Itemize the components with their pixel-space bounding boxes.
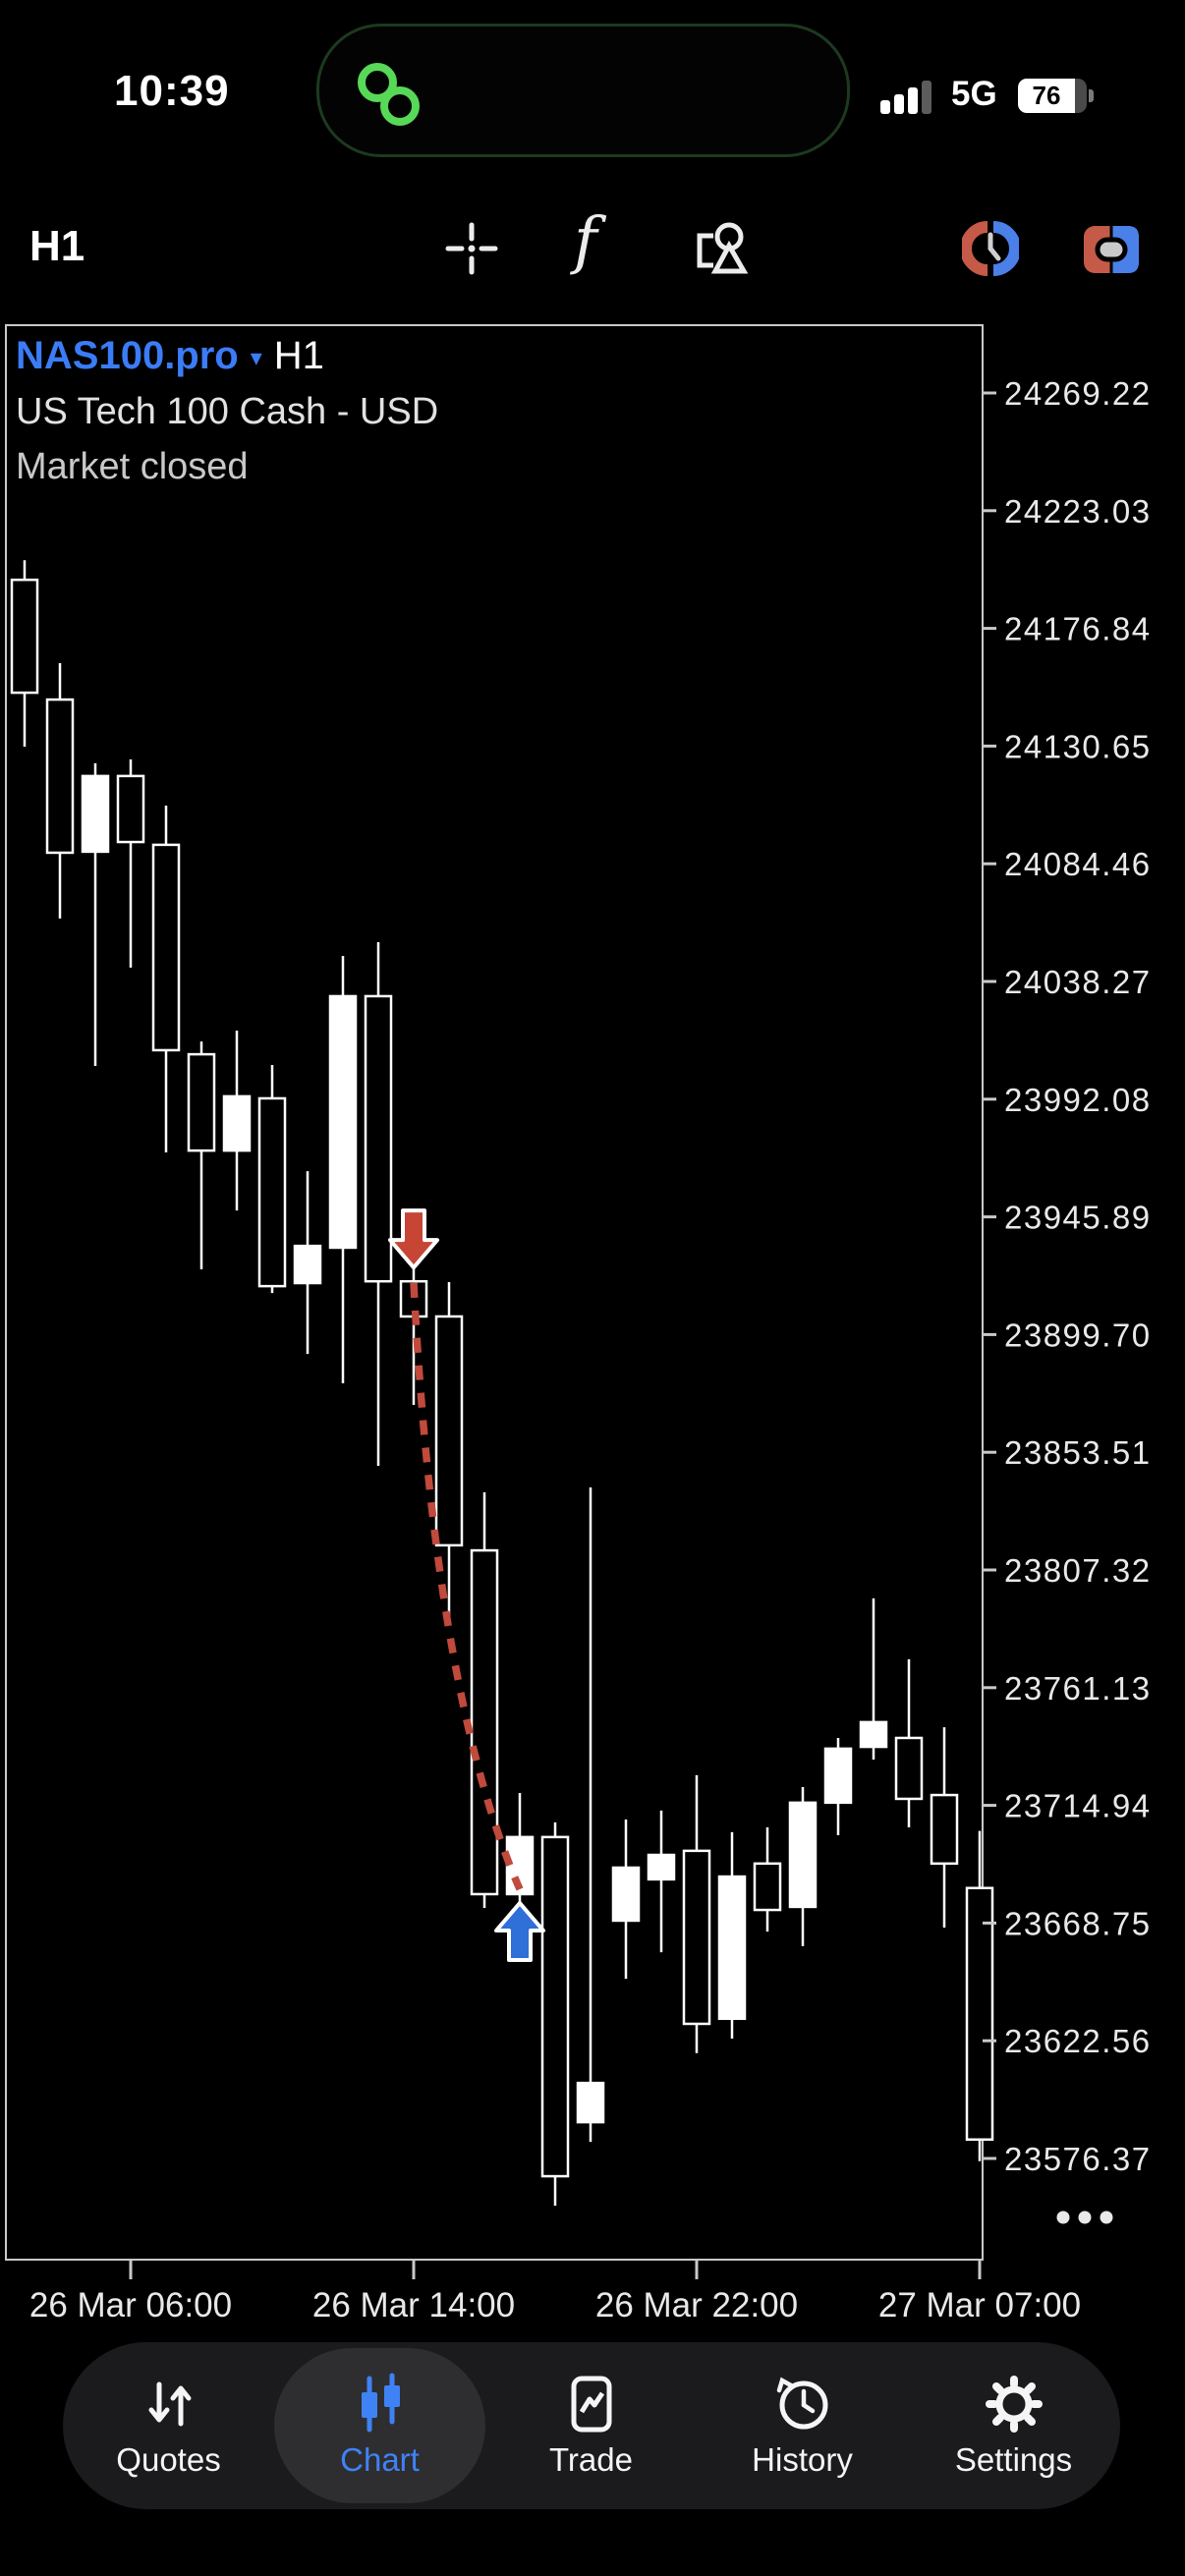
battery-empty-segment [1075,79,1087,113]
chart-header: NAS100.pro ▾ H1 US Tech 100 Cash - USD M… [16,334,438,488]
settings-gear-icon [985,2376,1043,2433]
svg-text:27 Mar 07:00: 27 Mar 07:00 [878,2286,1081,2324]
svg-text:23992.08: 23992.08 [1004,1082,1152,1118]
symbol-selector[interactable]: NAS100.pro [16,334,239,377]
trade-markers-layer [388,1208,545,1963]
objects-icon[interactable] [693,220,750,277]
signal-strength-icon [880,81,931,114]
svg-text:24038.27: 24038.27 [1004,964,1152,1000]
history-icon [776,2377,827,2430]
header-timeframe: H1 [273,334,324,377]
quick-trade-icon[interactable] [1081,223,1142,276]
tab-label: Chart [340,2441,420,2478]
chart-tab-icon [361,2373,400,2433]
svg-text:26 Mar 14:00: 26 Mar 14:00 [312,2286,515,2324]
svg-text:26 Mar 22:00: 26 Mar 22:00 [595,2286,798,2324]
battery-icon: 76 [1018,79,1094,113]
chart-frame [5,324,984,2261]
tab-history[interactable]: History [697,2348,908,2503]
svg-text:24223.03: 24223.03 [1004,493,1152,530]
tab-label: Settings [954,2441,1073,2478]
svg-text:23853.51: 23853.51 [1004,1434,1152,1471]
tab-quotes[interactable]: Quotes [63,2348,274,2503]
tab-label: History [752,2441,853,2478]
svg-text:23622.56: 23622.56 [1004,2023,1152,2059]
svg-text:23714.94: 23714.94 [1004,1788,1152,1824]
more-options-icon[interactable] [1056,2211,1113,2224]
symbol-dropdown-caret-icon[interactable]: ▾ [250,345,262,371]
battery-percent: 76 [1018,79,1075,113]
axes-layer: 24269.22 24223.03 24176.84 24130.65 24084.46… [29,375,1152,2324]
crosshair-icon[interactable] [443,220,500,277]
orders-clock-icon[interactable] [962,220,1019,277]
svg-text:23668.75: 23668.75 [1004,1905,1152,1941]
dynamic-island [316,24,850,157]
tab-chart[interactable]: Chart [274,2348,485,2503]
svg-text:24130.65: 24130.65 [1004,728,1152,764]
network-type: 5G [951,75,997,113]
indicators-icon[interactable]: f [574,204,597,277]
tab-label: Trade [549,2441,633,2478]
hotspot-link-icon [358,63,420,126]
svg-text:24269.22: 24269.22 [1004,375,1152,412]
tab-bar: Quotes Chart Trade [63,2342,1120,2509]
svg-text:23899.70: 23899.70 [1004,1316,1152,1353]
svg-text:23807.32: 23807.32 [1004,1552,1152,1589]
market-status: Market closed [16,446,249,487]
svg-text:24084.46: 24084.46 [1004,846,1152,882]
svg-text:23761.13: 23761.13 [1004,1670,1152,1707]
symbol-description: US Tech 100 Cash - USD [16,391,439,432]
svg-text:26 Mar 06:00: 26 Mar 06:00 [29,2286,232,2324]
timeframe-button[interactable]: H1 [29,222,85,270]
battery-cap [1089,89,1094,102]
tab-label: Quotes [116,2441,221,2478]
svg-text:24176.84: 24176.84 [1004,611,1152,647]
quotes-icon [148,2381,191,2427]
tab-trade[interactable]: Trade [485,2348,697,2503]
trade-icon [571,2376,611,2433]
candles-layer [10,560,994,2207]
svg-text:23576.37: 23576.37 [1004,2141,1152,2177]
tab-settings[interactable]: Settings [908,2348,1119,2503]
svg-text:23945.89: 23945.89 [1004,1200,1152,1236]
status-time: 10:39 [114,67,230,115]
